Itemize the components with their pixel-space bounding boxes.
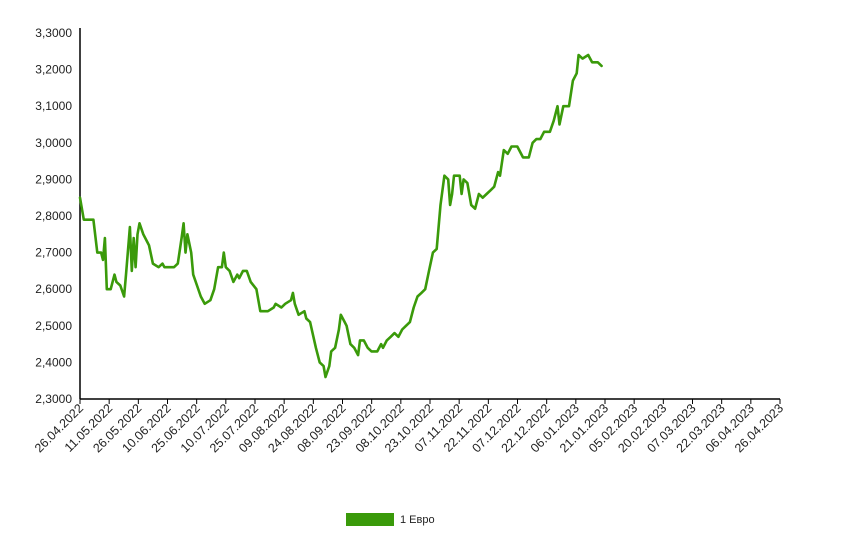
y-tick-label: 3,0000	[35, 136, 72, 150]
y-tick-label: 2,5000	[35, 319, 72, 333]
y-tick-label: 2,3000	[35, 392, 72, 406]
legend-label: 1 Евро	[400, 513, 435, 526]
x-axis: 26.04.202211.05.202226.05.202210.06.2022…	[32, 398, 786, 455]
y-tick-label: 2,9000	[35, 172, 72, 186]
legend-swatch	[346, 513, 394, 526]
y-axis: 2,3000 2,4000 2,5000 2,6000 2,7000 2,8000 2,90…	[35, 26, 81, 406]
series-layer	[78, 53, 603, 379]
y-tick-label: 2,7000	[35, 246, 72, 260]
y-tick-label: 2,4000	[35, 355, 72, 369]
y-tick-label: 2,6000	[35, 282, 72, 296]
y-tick-label: 3,1000	[35, 99, 72, 113]
y-tick-label: 3,3000	[35, 26, 72, 40]
legend: 1 Евро	[346, 513, 435, 526]
y-tick-label: 2,8000	[35, 209, 72, 223]
series-line-1-euro	[78, 53, 603, 379]
y-tick-label: 3,2000	[35, 63, 72, 77]
